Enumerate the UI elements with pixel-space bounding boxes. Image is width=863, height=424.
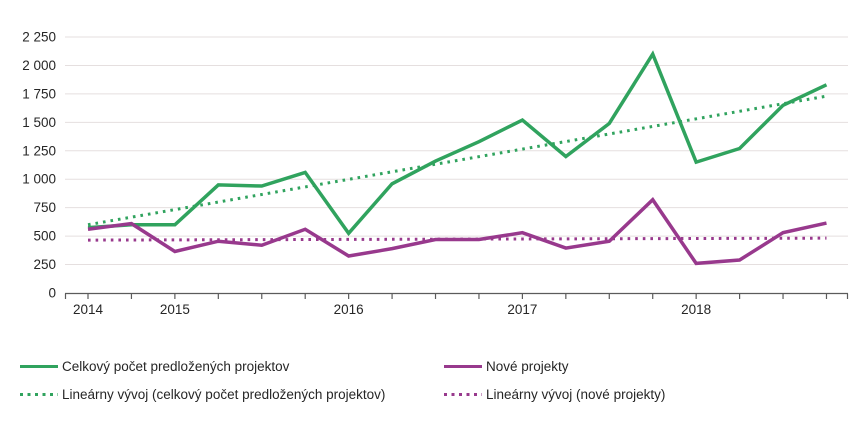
trend-line xyxy=(87,236,827,242)
y-axis-tick-label: 2 000 xyxy=(22,58,56,73)
x-axis-year-label: 2015 xyxy=(160,302,190,317)
x-axis-year-label: 2018 xyxy=(681,302,711,317)
y-axis-tick-label: 1 750 xyxy=(22,86,56,101)
legend-label-trend-new: Lineárny vývoj (nové projekty) xyxy=(486,386,666,402)
y-axis-tick-label: 1 250 xyxy=(22,143,56,158)
legend-label-total-projects: Celkový počet predložených projektov xyxy=(62,358,290,374)
legend-item-total-projects: Celkový počet predložených projektov xyxy=(20,359,444,374)
legend-item-trend-total: Lineárny vývoj (celkový počet predložený… xyxy=(20,387,444,402)
legend-line-new-projects xyxy=(444,364,482,368)
y-axis-tick-label: 0 xyxy=(48,286,56,301)
series-line xyxy=(87,197,827,266)
trend-line xyxy=(87,94,827,227)
x-axis-year-label: 2014 xyxy=(73,302,104,317)
y-axis-tick-label: 500 xyxy=(33,229,56,244)
legend-dotted-line-trend-new xyxy=(444,392,482,396)
x-axis-year-label: 2017 xyxy=(507,302,537,317)
legend-dotted-line-trend-total xyxy=(20,392,58,396)
legend-line-total-projects xyxy=(20,364,58,368)
x-axis-year-label: 2016 xyxy=(334,302,364,317)
legend: Celkový počet predložených projektov Nov… xyxy=(20,352,848,408)
series-line xyxy=(87,50,828,237)
line-chart: 0 250 500 750 1 000 1 250 1 500 1 750 2 000 2 250… xyxy=(22,30,849,317)
y-axis-tick-label: 1 500 xyxy=(22,115,56,130)
plot-area: 0 250 500 750 1 000 1 250 1 500 1 750 2 000 2 250… xyxy=(22,30,849,317)
y-axis-tick-label: 2 250 xyxy=(22,30,56,45)
legend-label-new-projects: Nové projekty xyxy=(486,358,569,374)
y-axis-tick-label: 250 xyxy=(33,257,56,272)
legend-item-trend-new: Lineárny vývoj (nové projekty) xyxy=(444,387,848,402)
legend-label-trend-total: Lineárny vývoj (celkový počet predložený… xyxy=(62,386,386,402)
legend-item-new-projects: Nové projekty xyxy=(444,359,848,374)
y-axis-tick-label: 1 000 xyxy=(22,172,56,187)
y-axis-tick-label: 750 xyxy=(33,200,56,215)
